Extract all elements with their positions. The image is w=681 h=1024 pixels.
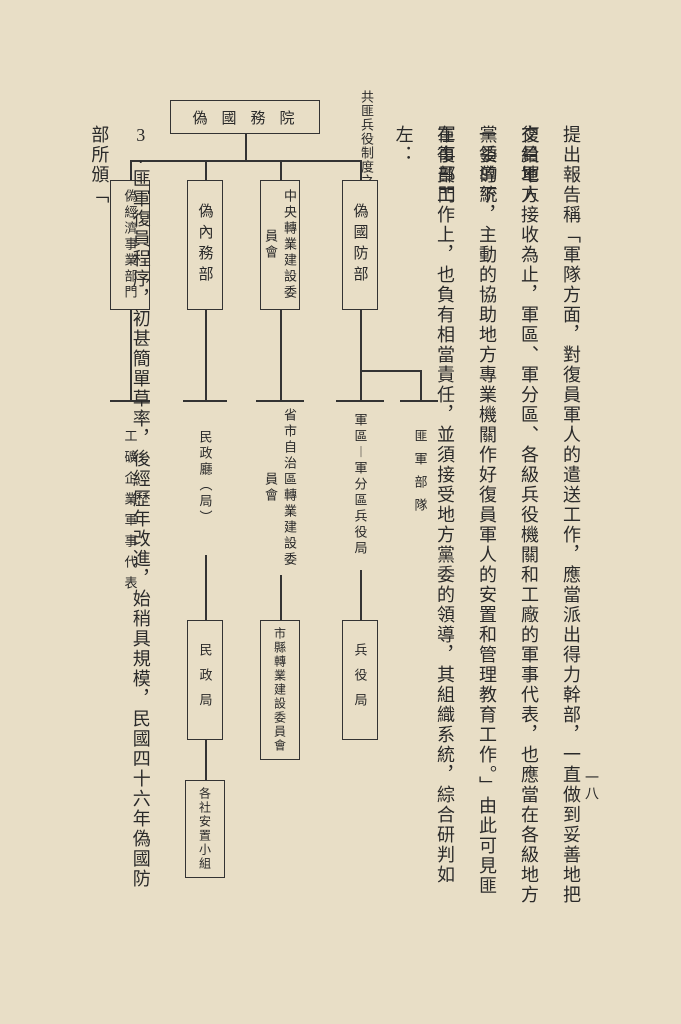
page: 共匪兵役制度之研究 一八 提出報告稱「軍隊方面，對復員軍人的遣送工作，應當派出得… [0, 0, 681, 1024]
connector [183, 400, 227, 402]
connector [280, 575, 282, 620]
node-guofangbu: 偽國防部 [342, 180, 378, 310]
node-bingyiju: 兵役局 [342, 620, 378, 740]
footer-line: 3.匪軍復員程序，初甚簡單草率，後經歷年改進，始稍具規模，民國四十六年偽國防部所… [78, 125, 161, 905]
node-zhongyang-zhuanye: 中央轉業建設委員會 [260, 180, 300, 310]
node-shixian-zhuanye: 市縣轉業建設委員會 [260, 620, 300, 760]
node-neiwubu: 偽內務部 [187, 180, 223, 310]
connector [205, 740, 207, 780]
node-root: 偽國務院 [170, 100, 320, 134]
connector [360, 570, 362, 620]
connector [400, 400, 438, 402]
connector [360, 370, 420, 372]
connector [256, 400, 304, 402]
connector [360, 310, 362, 370]
connector [280, 160, 282, 180]
connector [360, 370, 362, 400]
connector [245, 134, 247, 160]
connector [205, 310, 207, 400]
node-minzhengju: 民政局 [187, 620, 223, 740]
node-sheng-zhuanye: 省市自治區轉業建設委員會 [258, 400, 302, 575]
connector [205, 555, 207, 620]
node-junqu-bingyiju: 軍區︱軍分區兵役局 [338, 400, 382, 570]
connector [360, 160, 362, 180]
connector [336, 400, 384, 402]
connector [280, 310, 282, 400]
connector [420, 370, 422, 400]
node-minzhengting: 民政廳︵局︶ [185, 400, 225, 555]
connector [130, 160, 360, 162]
connector [205, 160, 207, 180]
node-jun-budui: 匪軍部隊 [402, 400, 438, 550]
node-anzhi-xiaozu: 各社安置小組 [185, 780, 225, 878]
